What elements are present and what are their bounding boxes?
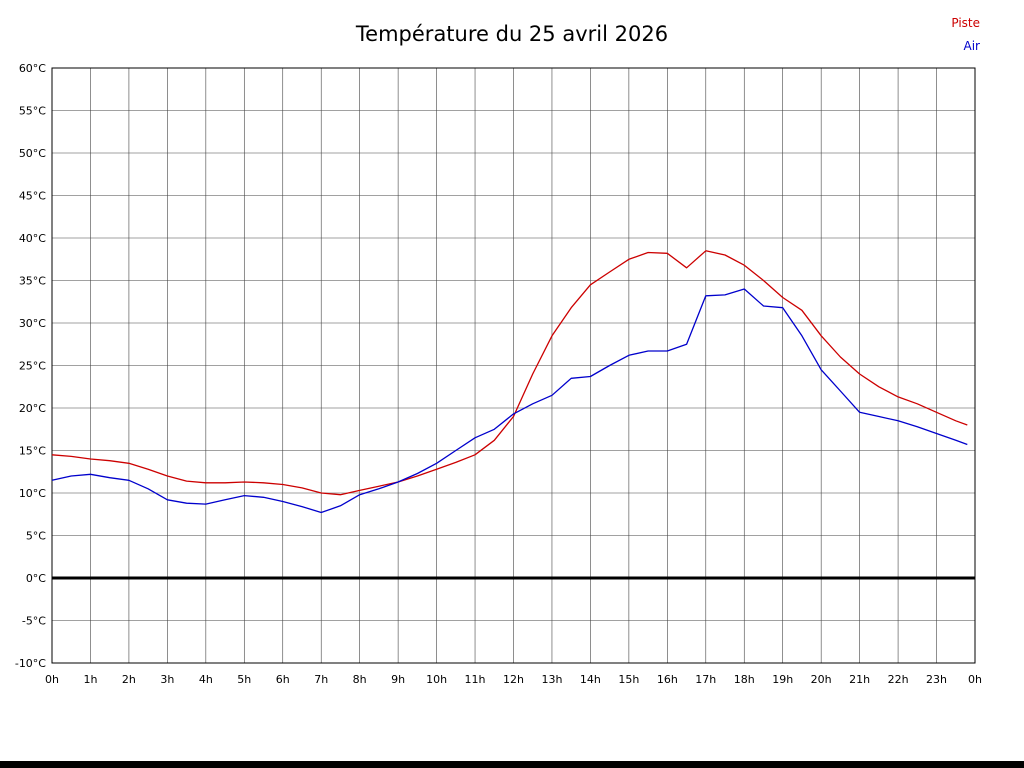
legend-entry-air: Air	[963, 38, 980, 53]
svg-text:6h: 6h	[276, 673, 290, 686]
svg-text:0h: 0h	[968, 673, 982, 686]
svg-text:20h: 20h	[811, 673, 832, 686]
svg-text:12h: 12h	[503, 673, 524, 686]
svg-text:50°C: 50°C	[19, 147, 46, 160]
svg-text:0°C: 0°C	[26, 572, 46, 585]
svg-text:10°C: 10°C	[19, 487, 46, 500]
svg-text:-5°C: -5°C	[22, 615, 46, 628]
svg-text:60°C: 60°C	[19, 62, 46, 75]
svg-text:25°C: 25°C	[19, 360, 46, 373]
svg-text:13h: 13h	[541, 673, 562, 686]
svg-text:16h: 16h	[657, 673, 678, 686]
air-line	[51, 288, 968, 514]
svg-text:10h: 10h	[426, 673, 447, 686]
svg-text:22h: 22h	[888, 673, 909, 686]
svg-text:17h: 17h	[695, 673, 716, 686]
svg-text:15°C: 15°C	[19, 445, 46, 458]
svg-text:-10°C: -10°C	[15, 657, 46, 670]
svg-text:30°C: 30°C	[19, 317, 46, 330]
svg-text:40°C: 40°C	[19, 232, 46, 245]
svg-text:0h: 0h	[45, 673, 59, 686]
svg-text:2h: 2h	[122, 673, 136, 686]
bottom-bar	[0, 761, 1024, 768]
svg-text:9h: 9h	[391, 673, 405, 686]
svg-text:45°C: 45°C	[19, 190, 46, 203]
legend-entry-piste: Piste	[951, 16, 980, 30]
svg-text:3h: 3h	[160, 673, 174, 686]
svg-text:5h: 5h	[237, 673, 251, 686]
svg-text:20°C: 20°C	[19, 402, 46, 415]
svg-text:1h: 1h	[83, 673, 97, 686]
svg-text:15h: 15h	[618, 673, 639, 686]
svg-text:35°C: 35°C	[19, 275, 46, 288]
piste-line	[51, 250, 968, 496]
svg-text:7h: 7h	[314, 673, 328, 686]
y-grid-and-labels: 60°C 55°C 50°C 45°C 40°C 35°C 30°C 25°C 20°C 15°C…	[15, 62, 975, 670]
svg-text:14h: 14h	[580, 673, 601, 686]
svg-text:21h: 21h	[849, 673, 870, 686]
svg-text:19h: 19h	[772, 673, 793, 686]
plot-border	[51, 67, 976, 664]
svg-text:11h: 11h	[465, 673, 486, 686]
svg-text:18h: 18h	[734, 673, 755, 686]
svg-text:55°C: 55°C	[19, 105, 46, 118]
svg-text:4h: 4h	[199, 673, 213, 686]
svg-text:8h: 8h	[353, 673, 367, 686]
svg-text:5°C: 5°C	[26, 530, 46, 543]
x-grid-and-labels: 0h 1h 2h 3h 4h 5h 6h 7h 8h 9h 10h 11h 12h 13h 14h 15h 16…	[45, 68, 982, 686]
chart-title: Température du 25 avril 2026	[355, 22, 669, 46]
chart-legend: Piste Air	[951, 12, 980, 58]
svg-text:23h: 23h	[926, 673, 947, 686]
